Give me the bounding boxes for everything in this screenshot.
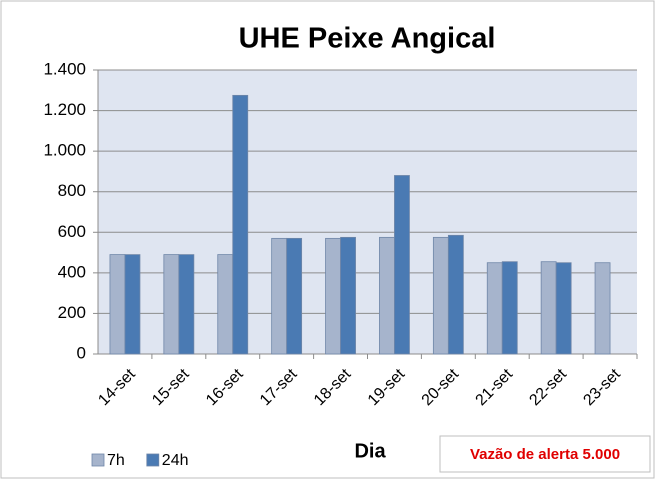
bar	[540, 261, 557, 355]
chart-title: UHE Peixe Angical	[239, 23, 496, 55]
annotation-box	[439, 435, 651, 473]
bar	[232, 94, 249, 355]
bar	[501, 261, 518, 355]
y-tick-label: 600	[58, 222, 86, 241]
bar	[286, 237, 303, 355]
bar	[486, 262, 503, 355]
y-tick-label: 400	[58, 262, 86, 281]
x-axis-title: Dia	[354, 440, 386, 462]
bar	[271, 237, 288, 355]
bar	[325, 237, 341, 355]
bar	[447, 234, 464, 355]
bar	[555, 262, 572, 355]
bar	[217, 254, 234, 355]
legend-swatch	[91, 453, 105, 467]
y-tick-label: 1.400	[43, 59, 86, 78]
annotation: Vazão de alerta 5.000	[470, 446, 620, 463]
y-tick-label: 1.200	[43, 100, 86, 119]
bar	[163, 254, 180, 355]
y-tick-label: 800	[58, 181, 86, 200]
bar	[432, 236, 449, 355]
bar	[594, 262, 611, 355]
y-tick-label: 1.000	[43, 141, 86, 160]
bar	[124, 254, 141, 355]
bar	[340, 236, 356, 355]
bar	[394, 175, 410, 355]
y-tick-label: 200	[58, 303, 86, 322]
bar	[379, 236, 395, 355]
bar	[178, 254, 195, 355]
bar	[109, 254, 126, 355]
y-tick-label: 0	[77, 343, 86, 362]
legend-label: 7h	[107, 452, 125, 469]
legend-swatch	[146, 453, 160, 467]
legend-label: 24h	[162, 452, 189, 469]
